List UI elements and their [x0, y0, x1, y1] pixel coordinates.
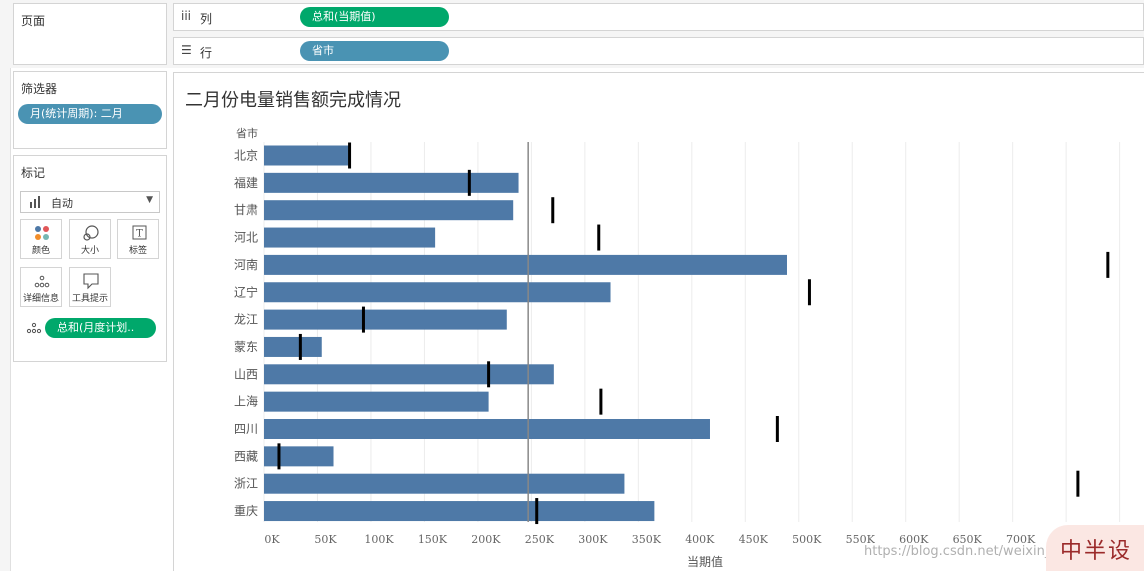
label-button[interactable]: T 标签: [117, 219, 159, 259]
x-tick-label: 200K: [471, 533, 501, 546]
pages-title: 页面: [21, 14, 46, 28]
bar[interactable]: [264, 446, 334, 467]
category-header: 省市: [236, 126, 258, 140]
bar-chart-icon: [30, 196, 40, 208]
category-label: 四川: [234, 422, 258, 436]
color-dots-icon: [35, 226, 49, 240]
category-label: 龙江: [234, 313, 258, 327]
x-tick-label: 0K: [264, 533, 280, 546]
category-label: 上海: [234, 394, 258, 409]
watermark-text: https://blog.csdn.net/weixin_4350: [864, 544, 1085, 559]
detail-button-label: 详细信息: [22, 294, 59, 304]
tooltip-button[interactable]: 工具提示: [69, 267, 111, 307]
tooltip-icon: [83, 273, 99, 290]
filters-title: 筛选器: [21, 82, 58, 96]
x-tick-label: 50K: [314, 533, 337, 546]
left-edge-strip: [0, 0, 11, 571]
filters-card: 筛选器 月(统计周期): 二月: [13, 71, 167, 149]
mark-type-label: 自动: [51, 197, 73, 210]
category-label: 山西: [234, 367, 258, 381]
chevron-down-icon: ▼: [146, 195, 153, 205]
category-label: 蒙东: [234, 340, 258, 354]
category-label: 河南: [234, 257, 258, 272]
chart-title: 二月份电量销售额完成情况: [185, 90, 401, 111]
mark-type-dropdown[interactable]: 自动 ▼: [20, 191, 160, 213]
category-label: 辽宁: [234, 284, 258, 299]
bar[interactable]: [264, 254, 787, 275]
category-label: 福建: [234, 175, 258, 190]
svg-text:T: T: [136, 229, 143, 240]
bar[interactable]: [264, 200, 514, 221]
bar[interactable]: [264, 364, 554, 385]
bar[interactable]: [264, 227, 436, 248]
rows-icon: ☰: [181, 43, 192, 57]
x-tick-label: 300K: [578, 533, 608, 546]
rows-label: 行: [200, 46, 213, 60]
x-tick-label: 450K: [739, 533, 769, 546]
size-button[interactable]: 大小: [69, 219, 111, 259]
detail-button[interactable]: 详细信息: [20, 267, 62, 307]
x-tick-label: 250K: [525, 533, 555, 546]
x-tick-label: 500K: [792, 533, 822, 546]
category-label: 浙江: [234, 477, 258, 491]
pages-card: 页面: [13, 3, 167, 65]
bar[interactable]: [264, 145, 349, 166]
marks-title: 标记: [21, 166, 46, 180]
x-tick-label: 550K: [846, 533, 876, 546]
x-axis-title: 当期值: [687, 554, 723, 569]
size-icon: [83, 225, 99, 241]
filter-month-pill[interactable]: 月(统计周期): 二月: [18, 104, 162, 124]
color-button[interactable]: 颜色: [20, 219, 62, 259]
columns-measure-pill[interactable]: 总和(当期值): [300, 7, 449, 27]
bar[interactable]: [264, 336, 322, 357]
x-tick-label: 600K: [899, 533, 929, 546]
x-tick-label: 700K: [1006, 533, 1036, 546]
bar[interactable]: [264, 172, 519, 193]
bar[interactable]: [264, 282, 611, 303]
detail-measure-pill[interactable]: 总和(月度计划..: [45, 318, 156, 338]
x-tick-label: 350K: [632, 533, 662, 546]
category-label: 河北: [234, 231, 258, 245]
x-tick-label: 100K: [364, 533, 394, 546]
logo: 中半设: [1046, 525, 1144, 571]
category-label: 重庆: [234, 504, 258, 518]
bar[interactable]: [264, 419, 710, 439]
logo-text: 中半设: [1060, 539, 1133, 564]
bar[interactable]: [264, 473, 625, 494]
category-label: 西藏: [234, 449, 258, 463]
x-tick-label: 150K: [418, 533, 448, 546]
label-button-label: 标签: [128, 246, 147, 256]
bar[interactable]: [264, 309, 507, 330]
tooltip-button-label: 工具提示: [71, 294, 108, 304]
text-label-icon: T: [132, 225, 147, 240]
detail-dots-icon: [34, 275, 50, 288]
columns-shelf[interactable]: iii 列 总和(当期值): [173, 3, 1144, 31]
columns-label: 列: [200, 12, 213, 26]
x-tick-label: 400K: [685, 533, 715, 546]
category-label: 北京: [234, 149, 258, 163]
bar[interactable]: [264, 391, 489, 412]
columns-icon: iii: [181, 9, 192, 23]
color-button-label: 颜色: [31, 246, 50, 256]
detail-pill-icon: [26, 322, 42, 334]
size-button-label: 大小: [80, 246, 99, 256]
bar[interactable]: [264, 501, 655, 522]
x-tick-label: 650K: [953, 533, 983, 546]
category-label: 甘肃: [234, 203, 258, 217]
rows-dimension-pill[interactable]: 省市: [300, 41, 449, 61]
